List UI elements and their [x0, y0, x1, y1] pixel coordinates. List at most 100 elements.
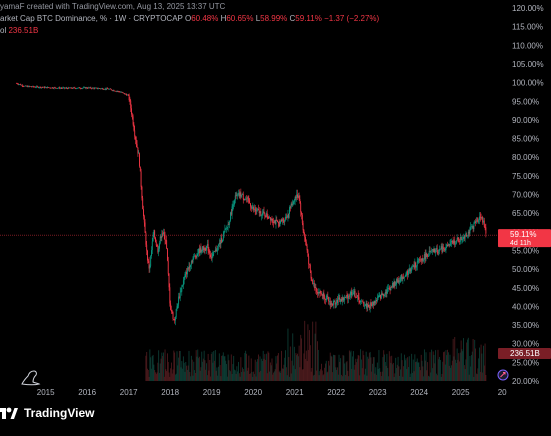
- candle-body: [325, 298, 326, 300]
- volume-bar: [257, 359, 259, 381]
- candle-body: [381, 293, 383, 296]
- candle-body: [477, 221, 479, 223]
- volume-bar: [251, 371, 253, 381]
- symbol-legend[interactable]: arket Cap BTC Dominance, % · 1W · CRYPTO…: [0, 14, 379, 23]
- candle-body: [308, 256, 310, 265]
- candle-body: [427, 255, 429, 257]
- candle-body: [469, 227, 471, 234]
- candle-body: [233, 204, 235, 206]
- candle-body: [20, 84, 22, 86]
- candle-body: [402, 276, 404, 280]
- candle-body: [253, 208, 255, 210]
- x-tick-label: 2019: [203, 388, 221, 397]
- candle-body: [313, 283, 315, 288]
- candle-body: [151, 250, 152, 257]
- candle-body: [146, 244, 148, 251]
- volume-bar: [295, 353, 297, 381]
- candle-body: [449, 244, 451, 246]
- volume-bar: [470, 366, 472, 381]
- candle-body: [237, 194, 239, 196]
- candle-body: [416, 261, 418, 267]
- candle-body: [230, 212, 231, 221]
- volume-bar: [194, 370, 196, 381]
- candle-body: [384, 294, 385, 297]
- candle-body: [230, 212, 232, 215]
- volume-bar: [341, 376, 343, 381]
- volume-bar: [222, 352, 224, 381]
- candle-body: [218, 244, 219, 246]
- volume-bar: [256, 361, 258, 381]
- time-axis[interactable]: 2015 2016 2017 2018 2019 2020 2021 2022 2023 2024…: [37, 388, 507, 397]
- candle-body: [79, 88, 81, 89]
- volume-legend[interactable]: ol 236.51B: [0, 26, 38, 35]
- volume-bar: [261, 360, 263, 381]
- volume-bar: [400, 369, 401, 381]
- volume-bar: [380, 371, 381, 381]
- volume-bar: [255, 376, 257, 381]
- volume-bar: [154, 369, 156, 381]
- volume-bar: [399, 375, 401, 381]
- volume-bar: [203, 350, 205, 381]
- candle-body: [68, 87, 69, 89]
- x-tick-label: 2022: [327, 388, 345, 397]
- volume-bar: [239, 376, 241, 381]
- candle-body: [328, 301, 330, 302]
- volume-bar: [427, 362, 429, 381]
- candle-body: [341, 297, 343, 302]
- candle-body: [332, 301, 334, 306]
- volume-bar: [334, 355, 336, 381]
- candle-body: [41, 87, 43, 88]
- candle-body: [282, 219, 284, 221]
- candle-body: [319, 291, 321, 294]
- candle-body: [127, 94, 128, 96]
- volume-bar: [310, 371, 312, 381]
- y-tick-label: 110.00%: [512, 41, 543, 50]
- candle-body: [273, 221, 275, 223]
- volume-bar: [446, 355, 448, 381]
- price-axis[interactable]: 120.00% 115.00% 110.00% 105.00% 100.00% 95.00…: [512, 4, 544, 386]
- candle-body: [39, 86, 41, 88]
- candle-body: [165, 239, 167, 241]
- volume-bar: [273, 372, 275, 381]
- volume-bar: [173, 350, 175, 381]
- candle-body: [210, 254, 211, 258]
- candle-body: [479, 216, 480, 220]
- y-tick-label: 30.00%: [512, 340, 539, 349]
- candle-body: [29, 86, 31, 88]
- candle-body: [47, 87, 49, 89]
- volume-bar: [423, 349, 425, 381]
- candle-body: [305, 241, 307, 246]
- candle-body: [32, 86, 34, 87]
- candle-body: [100, 88, 102, 90]
- candle-body: [58, 87, 60, 88]
- volume-bar: [243, 371, 245, 381]
- candle-body: [224, 229, 226, 233]
- candle-body: [270, 218, 272, 221]
- candle-body: [283, 220, 285, 222]
- candle-body: [22, 85, 24, 87]
- volume-bar: [468, 374, 470, 381]
- candle-body: [265, 213, 267, 218]
- candle-body: [396, 279, 398, 283]
- candle-body: [372, 301, 373, 307]
- candle-body: [378, 295, 380, 298]
- volume-bar: [145, 355, 147, 381]
- volume-bar: [301, 369, 303, 381]
- candle-body: [187, 268, 189, 269]
- candle-body: [435, 248, 437, 250]
- volume-bar: [292, 333, 294, 381]
- candle-body: [301, 214, 303, 224]
- volume-bar: [347, 370, 349, 381]
- volume-bar: [483, 365, 485, 381]
- volume-bar: [159, 372, 160, 381]
- volume-bar: [322, 375, 324, 381]
- candle-body: [108, 89, 110, 90]
- candle-body: [183, 277, 185, 281]
- candle-body: [214, 249, 216, 252]
- volume-bar: [282, 368, 284, 381]
- volume-bar: [390, 362, 392, 381]
- volume-bar: [309, 345, 311, 381]
- candle-body: [360, 300, 362, 302]
